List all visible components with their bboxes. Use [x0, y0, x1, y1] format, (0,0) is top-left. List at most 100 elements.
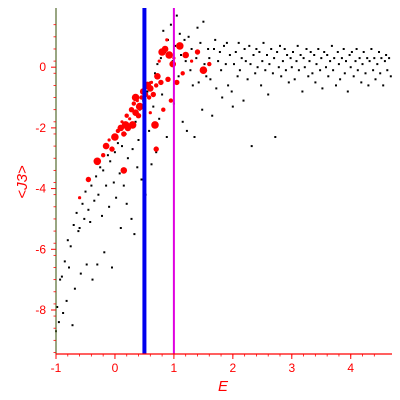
data-point [281, 60, 284, 63]
data-point-red [148, 111, 152, 115]
data-point [91, 278, 94, 281]
data-point [162, 29, 165, 32]
data-point [148, 129, 151, 132]
data-point-red [154, 73, 161, 80]
data-point [284, 69, 287, 72]
data-point [305, 48, 308, 50]
data-point-red [165, 76, 171, 83]
data-point [345, 60, 347, 63]
data-point [274, 136, 277, 138]
data-point [323, 51, 326, 53]
x-tick-label: 4 [347, 361, 354, 375]
data-point [255, 48, 258, 50]
data-point [354, 60, 357, 63]
data-point [72, 224, 75, 226]
data-point [227, 84, 230, 87]
data-point [238, 69, 241, 72]
data-point-red [120, 167, 128, 174]
data-point [268, 63, 271, 66]
data-point [335, 84, 337, 87]
data-point [99, 166, 102, 169]
data-point [339, 78, 342, 81]
data-point-red [111, 133, 119, 141]
data-point [177, 75, 180, 78]
data-point [183, 38, 186, 41]
data-point [321, 87, 324, 90]
ticks-layer: -1 0 1 2 3 4 0 -2 -4 -6 -8 [35, 24, 375, 375]
data-point-red [154, 83, 159, 88]
x-tick-label: 3 [288, 361, 295, 375]
data-point-red [150, 91, 156, 98]
data-point [152, 105, 155, 108]
y-tick-label: -2 [35, 121, 46, 135]
data-point [134, 120, 137, 123]
data-point [68, 266, 70, 269]
data-point [83, 217, 86, 220]
data-point [279, 44, 281, 47]
data-point [250, 145, 253, 148]
data-point [242, 99, 245, 102]
data-point [161, 93, 164, 96]
data-point [59, 278, 62, 281]
data-point-red [180, 71, 185, 76]
data-point [63, 260, 66, 263]
data-point [261, 60, 264, 63]
x-tick-label: 1 [171, 361, 178, 375]
data-point [311, 72, 314, 75]
data-point [215, 87, 218, 90]
data-point-red [147, 85, 154, 92]
data-point-red [149, 80, 154, 84]
data-point [146, 90, 149, 93]
data-point [89, 221, 92, 223]
data-point-red [131, 93, 140, 102]
data-point-red [131, 101, 136, 106]
data-point [283, 48, 286, 50]
data-point [327, 75, 330, 78]
data-point [249, 63, 252, 66]
data-point-red [107, 138, 111, 142]
x-axis-label: E [218, 378, 229, 395]
data-point [90, 184, 93, 187]
data-point [175, 14, 178, 17]
data-point [195, 57, 198, 60]
data-point [366, 57, 369, 60]
data-point [317, 48, 320, 50]
data-point [302, 57, 305, 60]
data-point [355, 48, 358, 50]
data-point [315, 63, 318, 66]
y-tick-label: -8 [35, 303, 46, 317]
data-point [286, 54, 289, 56]
y-tick-label: -4 [35, 182, 46, 196]
data-point [382, 84, 385, 87]
data-point [233, 63, 235, 66]
data-point [174, 44, 177, 47]
data-point [224, 63, 227, 66]
data-point-red [135, 102, 144, 111]
data-point [214, 38, 217, 41]
data-point [102, 169, 105, 172]
data-point [87, 208, 90, 211]
data-point-red [102, 142, 110, 150]
data-point [103, 251, 106, 254]
data-point [130, 217, 133, 220]
data-point [158, 117, 161, 120]
data-point [370, 48, 373, 50]
data-point [71, 324, 74, 327]
data-point [361, 63, 364, 66]
data-point [356, 69, 359, 72]
data-point [262, 41, 265, 44]
data-point [383, 60, 386, 63]
data-point [140, 178, 143, 181]
data-point-red [168, 98, 174, 103]
data-point-red [176, 42, 184, 50]
data-point [258, 51, 261, 53]
data-point-red [93, 157, 102, 166]
data-point [360, 81, 363, 84]
data-point [346, 90, 349, 93]
data-point-red [161, 45, 169, 53]
data-point [343, 72, 346, 75]
data-point [248, 44, 251, 47]
data-point [244, 60, 247, 63]
data-point [368, 60, 371, 63]
data-point [178, 32, 181, 35]
